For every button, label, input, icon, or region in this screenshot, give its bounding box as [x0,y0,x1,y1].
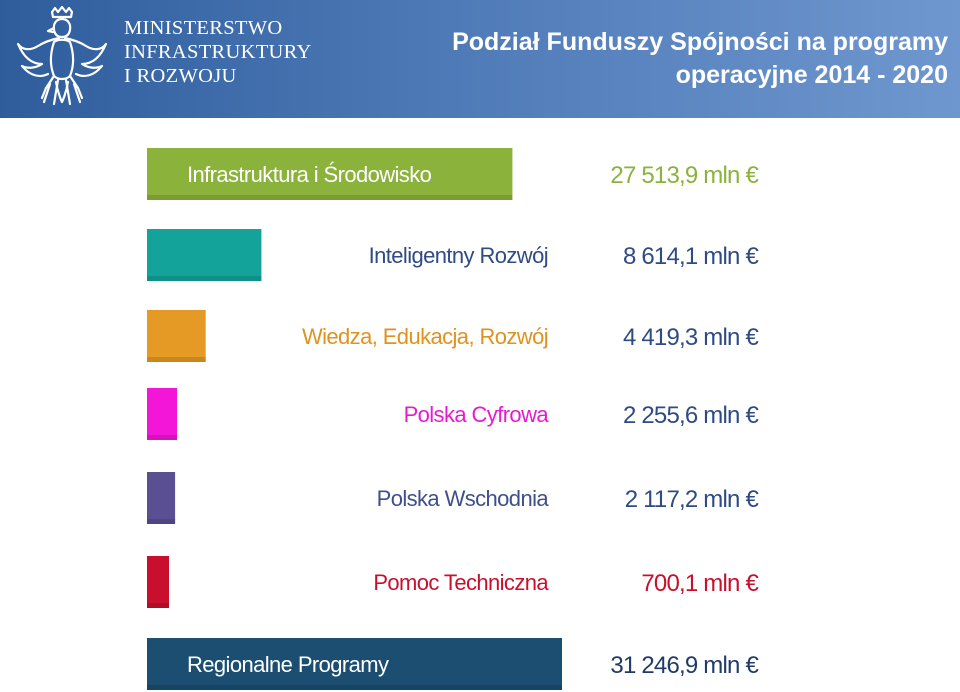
ministry-line-3: I ROZWOJU [124,65,237,87]
page-title-line-2: operacyjne 2014 - 2020 [675,61,948,89]
bar-shadow-3 [147,435,177,440]
value-label-4: 2 117,2 mln € [625,486,760,513]
category-label-3: Polska Cyfrowa [404,402,550,427]
ministry-name: MINISTERSTWO INFRASTRUKTURY I ROZWOJU [124,16,312,88]
bar-shadow-0 [147,195,513,200]
bar-shadow-1 [147,276,262,281]
ministry-line-2: INFRASTRUKTURY [124,41,312,63]
polish-eagle-emblem-icon [16,6,108,106]
value-label-3: 2 255,6 mln € [623,402,759,429]
bar-2 [147,310,206,362]
bar-shadow-2 [147,357,206,362]
header-banner: MINISTERSTWO INFRASTRUKTURY I ROZWOJU Po… [0,0,960,118]
value-label-1: 8 614,1 mln € [623,243,759,270]
category-label-2: Wiedza, Edukacja, Rozwój [302,324,548,349]
bar-6 [147,638,562,690]
category-label-4: Polska Wschodnia [377,486,550,511]
bar-1 [147,229,262,281]
category-label-6: Regionalne Programy [187,652,389,677]
category-label-0: Infrastruktura i Środowisko [187,162,432,187]
bar-3 [147,388,177,440]
page-title: Podział Funduszy Spójności na programy o… [452,26,948,92]
value-label-6: 31 246,9 mln € [610,652,759,679]
bar-shadow-6 [147,685,562,690]
category-label-5: Pomoc Techniczna [373,570,549,595]
bar-shadow-5 [147,603,169,608]
value-label-5: 700,1 mln € [641,570,759,597]
bar-4 [147,472,176,524]
value-label-2: 4 419,3 mln € [623,324,759,351]
page-title-line-1: Podział Funduszy Spójności na programy [452,28,948,56]
bar-shadow-4 [147,519,176,524]
bar-5 [147,556,169,608]
ministry-line-1: MINISTERSTWO [124,17,283,39]
funds-bar-chart: Infrastruktura i Środowisko 27 513,9 mln … [147,148,760,690]
value-label-0: 27 513,9 mln € [610,162,759,189]
bar-0 [147,148,513,200]
category-label-1: Inteligentny Rozwój [369,243,548,268]
